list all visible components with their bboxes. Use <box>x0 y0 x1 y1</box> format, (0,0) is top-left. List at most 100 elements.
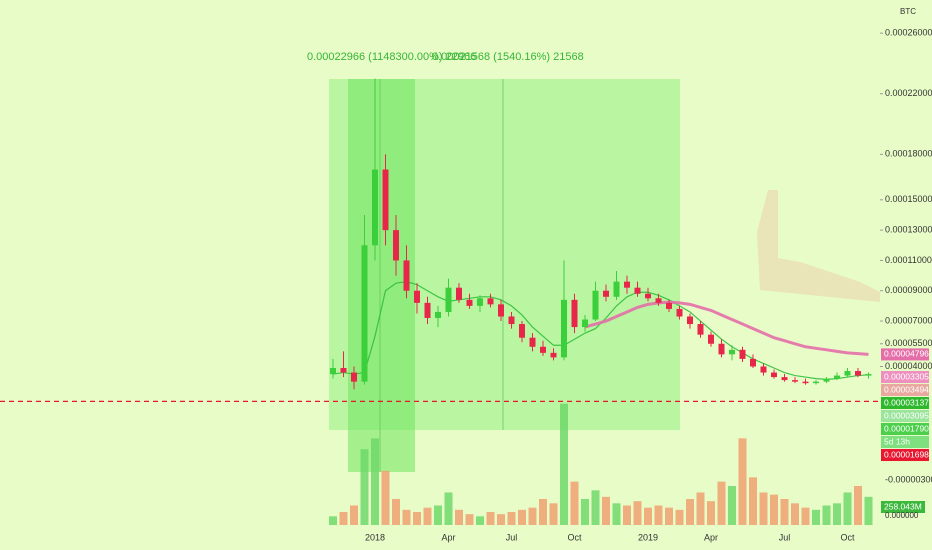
y-tick-label: 0.00005500 <box>885 338 932 348</box>
candle-body <box>718 343 725 355</box>
price-label: 0.00003494 <box>884 384 929 394</box>
candle-body <box>855 371 861 376</box>
x-tick-label: Jul <box>779 532 791 542</box>
candle-body <box>340 368 347 373</box>
y-tick-label: 0.00007000 <box>885 315 932 325</box>
candle-body <box>519 324 525 338</box>
candle-body <box>687 316 693 325</box>
volume-bar <box>780 499 789 525</box>
candle-body <box>666 302 672 309</box>
price-label-box <box>881 371 929 384</box>
volume-bar <box>465 514 474 525</box>
volume-bar <box>539 499 547 525</box>
candle-body <box>498 304 504 317</box>
candle-body <box>445 287 452 312</box>
candle-body <box>592 290 599 320</box>
candle-body <box>645 293 651 299</box>
candle-body <box>613 281 620 297</box>
volume-bar <box>654 505 663 525</box>
annotation: 0.00021568 (1540.16%) 21568 <box>432 51 584 63</box>
y-tick-label: 0.00013000 <box>885 224 932 234</box>
volume-bar <box>696 492 705 525</box>
volume-bar <box>371 438 379 525</box>
volume-bar <box>707 501 715 525</box>
y-tick-label: 0.00015000 <box>885 194 932 204</box>
volume-bar <box>413 512 421 525</box>
price-label-box <box>881 449 929 462</box>
volume-bar <box>602 496 610 525</box>
volume-bar <box>350 505 358 525</box>
candle-body <box>529 337 536 347</box>
volume-bar <box>833 503 841 525</box>
price-label-box <box>881 436 929 449</box>
volume-bar <box>570 481 579 525</box>
volume-bar <box>455 509 463 525</box>
volume-bar <box>633 501 642 525</box>
cloud <box>757 190 880 302</box>
candle-body <box>582 319 588 328</box>
candle-body <box>466 299 473 306</box>
candle-body <box>781 377 788 381</box>
price-label: 5d 13h <box>884 436 910 446</box>
y-tick-label: 0.00004000 <box>885 361 932 371</box>
volume-bar <box>381 470 390 525</box>
volume-bar <box>392 499 400 525</box>
candle-body <box>750 358 756 367</box>
candle-body <box>477 298 483 306</box>
candle-body <box>403 260 410 291</box>
volume-bar <box>518 509 526 525</box>
candle-body <box>372 169 378 246</box>
price-label: 0.00003137 <box>884 397 929 407</box>
x-tick-label: 2019 <box>638 532 658 542</box>
volume-bar <box>444 492 453 525</box>
x-tick-label: Jul <box>506 532 518 542</box>
candle-body <box>771 372 777 378</box>
candle-body <box>351 372 357 382</box>
volume-bar <box>528 507 537 525</box>
volume-bar <box>402 509 411 525</box>
candle-body <box>561 299 567 358</box>
y-tick-label: 0.00009000 <box>885 285 932 295</box>
volume-axis-label: 0.000000 <box>885 511 919 520</box>
volume-bar <box>507 512 516 525</box>
candle-body <box>729 349 735 355</box>
candle-body <box>508 316 515 325</box>
price-label: 0.00001698 <box>884 449 929 459</box>
volume-bar <box>360 449 369 525</box>
volume-bar <box>812 509 820 525</box>
candle-body <box>550 352 557 358</box>
x-tick-label: Apr <box>704 532 718 542</box>
volume-bar <box>591 490 600 525</box>
candle-body <box>382 169 389 231</box>
x-tick-label: Oct <box>840 532 855 542</box>
volume-bar <box>759 492 768 525</box>
volume-bar <box>675 509 684 525</box>
candle-body <box>792 380 798 382</box>
price-label: 0.00003305 <box>884 371 929 381</box>
x-tick-label: Apr <box>441 532 455 542</box>
volume-bar <box>476 516 484 525</box>
candle-body <box>330 368 336 375</box>
candle-body <box>813 381 819 384</box>
volume-bar <box>581 499 589 525</box>
y-tick-label: 0.00022000 <box>885 88 932 98</box>
candle-body <box>823 378 830 382</box>
volume-bar <box>717 481 726 525</box>
candle-body <box>540 346 546 353</box>
candle-body <box>844 371 851 376</box>
candle-body <box>571 299 578 328</box>
volume-bar <box>728 486 736 525</box>
price-label: 0.00004796 <box>884 349 929 359</box>
volume-bar <box>497 514 505 525</box>
y-tick-label: 0.00011000 <box>885 255 932 265</box>
volume-bar <box>854 486 862 525</box>
candle-body <box>676 308 683 317</box>
unit-label: BTC <box>900 7 916 16</box>
volume-bar <box>791 503 799 525</box>
candle-body <box>624 281 630 288</box>
candle-body <box>739 349 746 359</box>
volume-bar <box>738 438 747 525</box>
volume-bar <box>329 516 337 525</box>
volume-bar <box>749 477 757 525</box>
